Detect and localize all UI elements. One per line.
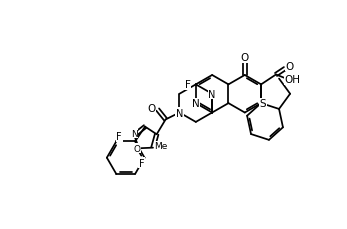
Text: O: O xyxy=(286,61,294,71)
Text: F: F xyxy=(185,80,191,90)
Text: O: O xyxy=(241,53,249,63)
Text: Me: Me xyxy=(154,142,168,150)
Text: O: O xyxy=(147,103,156,113)
Text: OH: OH xyxy=(285,75,301,85)
Text: F: F xyxy=(117,132,122,142)
Text: N: N xyxy=(192,99,200,109)
Text: F: F xyxy=(139,158,144,168)
Text: N: N xyxy=(209,89,216,99)
Text: N: N xyxy=(131,129,137,138)
Text: N: N xyxy=(176,108,183,118)
Text: O: O xyxy=(134,144,141,153)
Text: S: S xyxy=(260,99,266,109)
